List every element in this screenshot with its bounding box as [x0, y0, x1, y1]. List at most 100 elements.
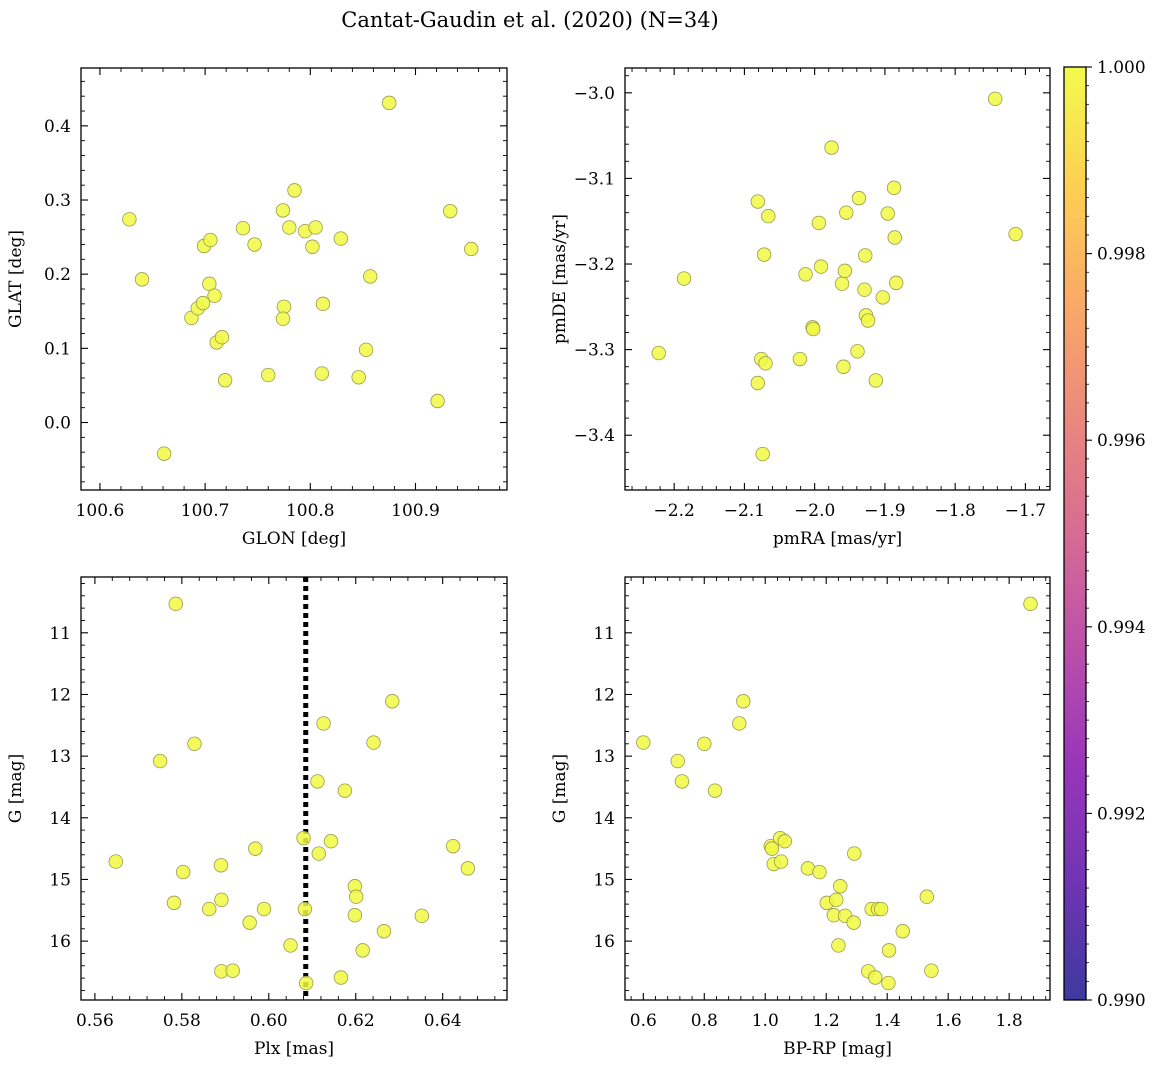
data-point — [225, 963, 240, 978]
data-point — [868, 373, 883, 388]
x-tick-label: 0.56 — [76, 1011, 114, 1031]
data-point — [108, 854, 123, 869]
data-point — [445, 838, 461, 854]
axes-frame — [80, 576, 508, 1001]
y-tick-label: 12 — [49, 685, 71, 705]
data-point — [886, 180, 902, 196]
data-point — [888, 275, 904, 291]
x-tick-label: −1.7 — [1005, 501, 1046, 521]
data-point — [414, 908, 430, 924]
data-point — [919, 889, 935, 904]
data-point — [836, 359, 851, 374]
data-point — [881, 943, 897, 958]
data-point — [875, 290, 891, 305]
figure-title: Cantat-Gaudin et al. (2020) (N=34) — [341, 8, 719, 32]
data-point — [275, 311, 291, 326]
y-tick-label: 11 — [593, 624, 615, 644]
data-point — [122, 212, 137, 227]
data-point — [351, 370, 366, 385]
x-tick-label: 100.9 — [391, 501, 440, 521]
x-tick-label: 100.7 — [181, 501, 230, 521]
data-point — [881, 975, 896, 991]
data-point — [829, 892, 844, 907]
data-point — [868, 970, 883, 985]
data-point — [187, 736, 202, 751]
data-points — [636, 596, 1038, 991]
data-point — [750, 194, 765, 209]
data-point — [430, 393, 445, 409]
data-point — [202, 901, 217, 917]
y-tick-label: −3.0 — [574, 84, 615, 104]
x-tick-label: −2.2 — [654, 501, 695, 521]
y-tick-label: 0.2 — [44, 265, 71, 285]
data-point — [248, 841, 263, 856]
data-point — [308, 220, 323, 235]
y-tick-label: 14 — [49, 809, 71, 829]
y-tick-label: −3.1 — [574, 169, 615, 189]
colorbar-tick-label: 0.990 — [1097, 991, 1146, 1011]
data-point — [636, 735, 651, 750]
data-point — [315, 296, 331, 312]
data-point — [813, 259, 829, 274]
colorbar-tick-label: 0.996 — [1097, 431, 1146, 451]
x-tick-label: 0.64 — [424, 1011, 462, 1031]
y-tick-label: −3.2 — [574, 255, 615, 275]
data-point — [311, 846, 326, 861]
data-point — [381, 95, 397, 111]
y-tick-label: 13 — [593, 747, 615, 767]
x-tick-label: 0.60 — [250, 1011, 288, 1031]
y-tick-label: 0.0 — [44, 414, 71, 434]
data-point — [207, 288, 222, 303]
data-point — [297, 901, 313, 917]
x-tick-label: 1.6 — [935, 1011, 962, 1031]
data-point — [355, 943, 370, 958]
data-point — [811, 215, 827, 231]
data-point — [924, 963, 939, 978]
data-point — [831, 938, 846, 953]
data-point — [756, 247, 772, 262]
data-point — [282, 220, 297, 235]
data-point — [846, 915, 861, 930]
data-point — [152, 753, 168, 769]
data-point — [755, 446, 770, 462]
data-point — [651, 345, 666, 361]
x-axis-label: Plx [mas] — [254, 1039, 334, 1059]
data-point — [214, 892, 229, 907]
data-point — [824, 140, 839, 155]
data-point — [305, 239, 320, 254]
colorbar-tick-label: 0.998 — [1097, 245, 1146, 265]
data-point — [283, 938, 298, 953]
x-tick-label: 1.0 — [752, 1011, 779, 1031]
data-point — [316, 716, 331, 731]
data-point — [806, 321, 821, 337]
data-point — [175, 864, 191, 880]
data-point — [333, 231, 349, 246]
data-point — [1023, 596, 1038, 612]
y-tick-label: 0.3 — [44, 191, 71, 211]
data-point — [812, 864, 827, 880]
data-point — [873, 901, 889, 917]
x-tick-label: 0.62 — [337, 1011, 375, 1031]
x-axis-label: GLON [deg] — [242, 529, 346, 549]
data-point — [134, 272, 150, 287]
data-point — [1008, 226, 1023, 242]
colorbar-tick-label: 1.000 — [1097, 58, 1146, 78]
data-point — [670, 753, 685, 769]
y-axis-label: G [mag] — [550, 754, 570, 823]
data-point — [851, 190, 867, 206]
x-tick-label: 100.8 — [286, 501, 335, 521]
data-point — [443, 203, 458, 219]
x-tick-label: −1.8 — [935, 501, 976, 521]
data-point — [887, 230, 902, 245]
panel-plx-g: 0.56 0.58 0.60 0.62 0.64 11 12 13 14 15 16 Plx [mas… — [6, 576, 508, 1059]
data-point — [736, 694, 751, 709]
data-point — [460, 861, 476, 876]
colorbar-gradient — [1064, 67, 1086, 1000]
axes-frame — [80, 67, 508, 491]
data-point — [895, 924, 910, 939]
colorbar-ticks: 0.990 0.992 0.994 0.996 0.998 1.000 — [1086, 58, 1146, 1011]
data-point — [732, 716, 747, 731]
data-point — [707, 783, 723, 798]
panel-pmra-pmde: −2.2 −2.1 −2.0 −1.9 −1.8 −1.7 −3.0 −3.1 −3.2 −3.3… — [550, 67, 1051, 549]
